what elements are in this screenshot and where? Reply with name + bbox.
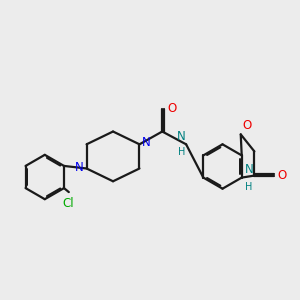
Text: O: O <box>167 102 177 115</box>
Text: H: H <box>244 182 252 192</box>
Text: O: O <box>277 169 286 182</box>
Text: N: N <box>142 136 151 149</box>
Text: N: N <box>75 161 84 174</box>
Text: N: N <box>244 164 253 176</box>
Text: N: N <box>177 130 185 143</box>
Text: O: O <box>242 119 252 132</box>
Text: H: H <box>178 147 185 157</box>
Text: Cl: Cl <box>62 197 74 210</box>
